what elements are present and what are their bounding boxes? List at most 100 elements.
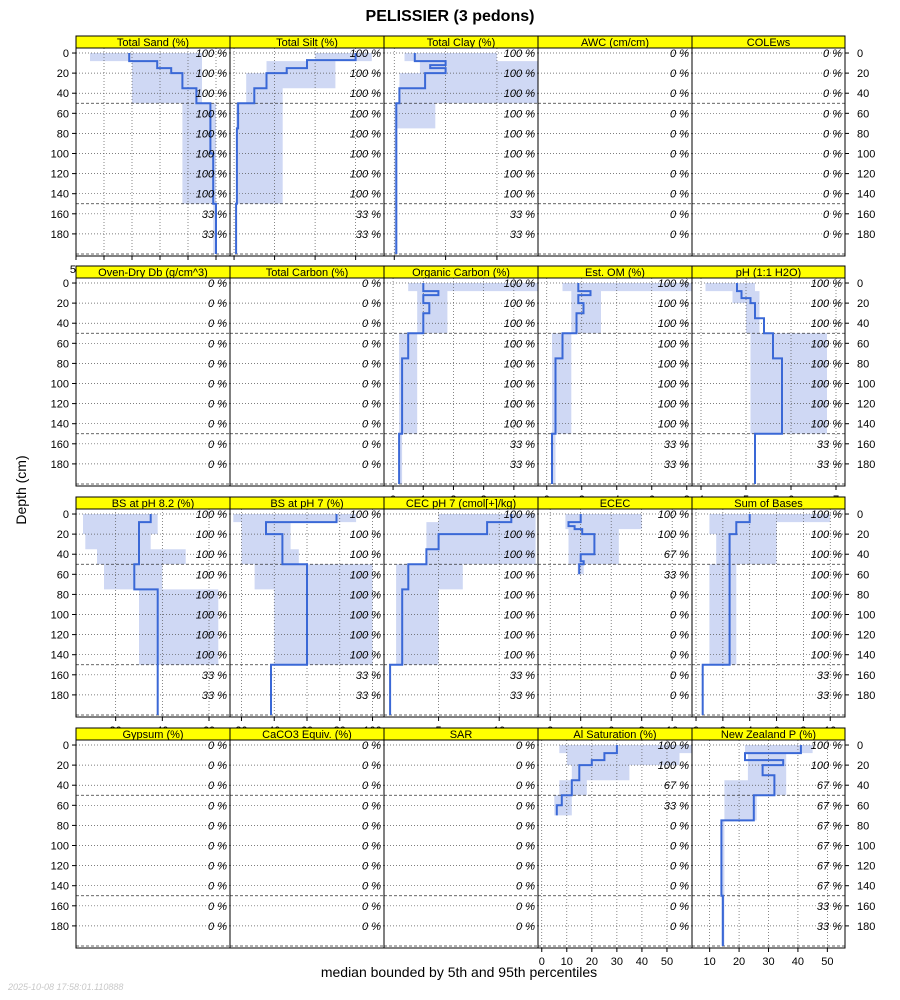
depth-tick-label-left: 60 [57, 569, 69, 581]
depth-tick-label-left: 120 [51, 630, 69, 642]
x-tick-label: 50 [661, 956, 673, 968]
coverage-label: 0 % [670, 690, 689, 702]
coverage-label: 100 % [196, 549, 227, 561]
coverage-label: 100 % [350, 169, 381, 181]
coverage-label: 0 % [516, 861, 535, 873]
coverage-label: 100 % [658, 760, 689, 772]
coverage-label: 0 % [516, 841, 535, 853]
coverage-label: 33 % [202, 229, 227, 241]
depth-tick-label-right: 40 [857, 318, 869, 330]
coverage-label: 33 % [510, 229, 535, 241]
x-tick-label: 40 [792, 956, 804, 968]
median-line [265, 514, 338, 715]
panel-grid: Total Sand (%)100 %100 %100 %100 %100 %1… [51, 35, 875, 968]
coverage-label: 100 % [196, 630, 227, 642]
coverage-label: 0 % [516, 901, 535, 913]
median-line [701, 514, 751, 715]
coverage-label: 0 % [670, 630, 689, 642]
coverage-label: 33 % [664, 439, 689, 451]
x-tick-label: 0 [539, 956, 545, 968]
coverage-label: 100 % [350, 108, 381, 120]
depth-tick-label-right: 0 [857, 278, 863, 290]
percentile-band [90, 53, 216, 254]
coverage-label: 100 % [350, 529, 381, 541]
percentile-band [554, 745, 692, 816]
panel-title: Al Saturation (%) [573, 729, 656, 741]
depth-tick-label-left: 160 [51, 439, 69, 451]
coverage-label: 0 % [208, 901, 227, 913]
coverage-label: 100 % [350, 569, 381, 581]
coverage-label: 100 % [811, 549, 842, 561]
coverage-label: 33 % [817, 439, 842, 451]
panel-title: Oven-Dry Db (g/cm^3) [98, 267, 208, 279]
coverage-label: 0 % [208, 921, 227, 933]
coverage-label: 0 % [208, 358, 227, 370]
coverage-label: 0 % [208, 298, 227, 310]
coverage-label: 100 % [196, 108, 227, 120]
coverage-label: 100 % [811, 318, 842, 330]
depth-tick-label-right: 60 [857, 800, 869, 812]
coverage-label: 100 % [350, 630, 381, 642]
coverage-label: 33 % [356, 209, 381, 221]
depth-tick-label-right: 160 [857, 439, 875, 451]
depth-tick-label-right: 120 [857, 630, 875, 642]
coverage-label: 0 % [670, 589, 689, 601]
depth-tick-label-left: 180 [51, 459, 69, 471]
coverage-label: 100 % [658, 298, 689, 310]
coverage-label: 33 % [664, 569, 689, 581]
depth-tick-label-right: 60 [857, 569, 869, 581]
coverage-label: 33 % [202, 670, 227, 682]
coverage-label: 100 % [196, 569, 227, 581]
depth-tick-label-right: 180 [857, 690, 875, 702]
coverage-label: 67 % [817, 881, 842, 893]
panel-title: CEC pH 7 (cmol[+]/kg) [406, 498, 516, 510]
coverage-label: 33 % [817, 459, 842, 471]
panel-title: SAR [450, 729, 473, 741]
coverage-label: 0 % [208, 379, 227, 391]
coverage-label: 100 % [350, 650, 381, 662]
coverage-label: 100 % [504, 68, 535, 80]
coverage-label: 0 % [670, 209, 689, 221]
coverage-label: 100 % [504, 419, 535, 431]
coverage-label: 0 % [208, 820, 227, 832]
coverage-label: 100 % [811, 509, 842, 521]
depth-tick-label-left: 0 [63, 48, 69, 60]
coverage-label: 0 % [670, 861, 689, 873]
depth-tick-label-right: 100 [857, 149, 875, 161]
depth-tick-label-left: 100 [51, 379, 69, 391]
coverage-label: 100 % [504, 589, 535, 601]
depth-tick-label-right: 40 [857, 88, 869, 100]
coverage-label: 100 % [658, 419, 689, 431]
depth-tick-label-left: 120 [51, 169, 69, 181]
depth-tick-label-left: 80 [57, 589, 69, 601]
coverage-label: 100 % [811, 278, 842, 290]
coverage-label: 100 % [350, 589, 381, 601]
coverage-label: 100 % [350, 149, 381, 161]
panel-3-0: Gypsum (%) 0 % 0 % 0 % 0 % 0 % 0 % 0 % 0 % 0 % 0 % [75, 727, 231, 949]
panel-3-4: New Zealand P (%)100 %100 %67 %67 %67 %6… [691, 727, 846, 968]
coverage-label: 100 % [196, 529, 227, 541]
coverage-label: 0 % [362, 921, 381, 933]
coverage-label: 100 % [811, 760, 842, 772]
coverage-label: 0 % [362, 278, 381, 290]
coverage-label: 0 % [670, 128, 689, 140]
depth-tick-label-left: 0 [63, 509, 69, 521]
depth-tick-label-right: 20 [857, 68, 869, 80]
coverage-label: 100 % [504, 549, 535, 561]
coverage-label: 0 % [516, 921, 535, 933]
depth-tick-label-left: 0 [63, 278, 69, 290]
coverage-label: 100 % [658, 740, 689, 752]
coverage-label: 33 % [664, 459, 689, 471]
coverage-label: 100 % [504, 379, 535, 391]
coverage-label: 0 % [823, 48, 842, 60]
depth-tick-label-left: 180 [51, 690, 69, 702]
depth-tick-label-left: 140 [51, 650, 69, 662]
coverage-label: 100 % [196, 509, 227, 521]
coverage-label: 33 % [817, 670, 842, 682]
coverage-label: 33 % [510, 209, 535, 221]
median-line [555, 745, 618, 816]
percentile-band [705, 283, 827, 484]
depth-tick-label-right: 80 [857, 589, 869, 601]
coverage-label: 33 % [510, 670, 535, 682]
depth-tick-label-right: 60 [857, 338, 869, 350]
